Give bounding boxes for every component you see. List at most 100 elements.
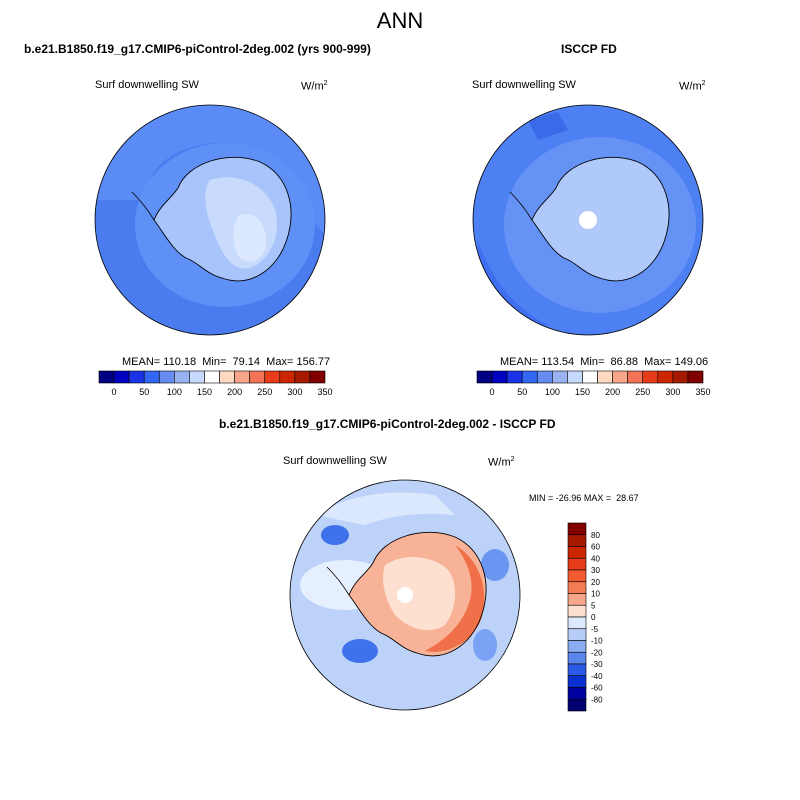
panel1-colorbar-box [113, 370, 130, 384]
panel1-colorbar-box [143, 370, 160, 384]
panel3-colorbar-box [567, 534, 587, 547]
panel2-colorbar-tick: 250 [635, 387, 650, 397]
panel3-units: W/m2 [488, 456, 515, 469]
panel2-dark-patch [528, 112, 568, 140]
panel1-colorbar-tick: 250 [257, 387, 272, 397]
panel1-colorbar-box [158, 370, 175, 384]
panel3-stats: MIN = -26.96 MAX = 28.67 [529, 493, 639, 503]
panel1-colorbar-box [234, 370, 250, 384]
panel3-colorbar-tick: -30 [591, 660, 603, 669]
panel3-colorbar-box [567, 698, 587, 712]
panel3-colorbar-tick: -80 [591, 695, 603, 704]
panel3-colorbar-tick: 60 [591, 543, 600, 552]
panel3-light-band [315, 492, 455, 525]
panel3-map [289, 479, 521, 711]
panel2-colorbar-box [536, 370, 553, 384]
panel2-colorbar-box [582, 370, 598, 384]
panel3-colorbar-tick: -10 [591, 637, 603, 646]
panel2-colorbar-tick: 150 [575, 387, 590, 397]
panel2-colorbar-box [672, 370, 689, 384]
panel3-colorbar: 80 60 40 30 20 10 5 0 -5 -10 -20 -30 -40 -60 -80 [567, 522, 603, 712]
panel2-stats: MEAN= 113.54 Min= 86.88 Max= 149.06 [500, 356, 709, 368]
panel1-title: b.e21.B1850.f19_g17.CMIP6-piControl-2deg… [24, 42, 371, 56]
panel3-colorbar-box [567, 663, 587, 677]
panel2-map-border [472, 104, 704, 336]
panel2-colorbar-box [521, 370, 538, 384]
panel3-blue-patch-sw [342, 639, 378, 663]
panel1-peninsula [131, 191, 155, 221]
panel1-colorbar-tick: 0 [112, 387, 117, 397]
panel1-colorbar-box [189, 370, 205, 384]
panel2-units: W/m2 [679, 80, 706, 93]
panel3-variable: Surf downwelling SW [283, 455, 387, 467]
panel3-colorbar-box [567, 604, 587, 618]
panel1-colorbar-tick: 50 [139, 387, 149, 397]
panel2-colorbar-box [642, 370, 659, 384]
panel3-title: b.e21.B1850.f19_g17.CMIP6-piControl-2deg… [219, 417, 556, 431]
panel3-colorbar-box [567, 628, 587, 641]
panel1-interior-high [233, 214, 267, 262]
panel2-colorbar: 0 50 100 150 200 250 300 350 [476, 370, 711, 397]
panel1-units: W/m2 [301, 80, 328, 93]
panel3-blue-patch-se [473, 629, 497, 661]
panel1-stats: MEAN= 110.18 Min= 79.14 Max= 156.77 [122, 356, 331, 368]
panel3-colorbar-box [567, 640, 587, 653]
panel3-colorbar-box [567, 651, 587, 665]
panel2-colorbar-tick: 200 [605, 387, 620, 397]
panel1-map-border [94, 104, 326, 336]
panel2-colorbar-tick: 300 [665, 387, 680, 397]
panel2-variable: Surf downwelling SW [472, 79, 576, 91]
panel2-continent [532, 157, 669, 281]
panel2-colorbar-tick: 50 [517, 387, 527, 397]
panel2-colorbar-box [597, 370, 613, 384]
panel1-map [94, 104, 326, 336]
panel1-colorbar-box [249, 370, 266, 384]
page-title: ANN [376, 8, 424, 33]
panel3-colorbar-tick: -20 [591, 648, 603, 657]
panel3-pole-hole [397, 587, 413, 603]
panel3-colorbar-tick: 30 [591, 566, 600, 575]
panel3-colorbar-tick: -5 [591, 625, 599, 634]
panel1-band-north [95, 105, 325, 240]
panel2-colorbar-box [491, 370, 508, 384]
panel3-colorbar-tick: 80 [591, 531, 600, 540]
panel2-colorbar-box [687, 370, 704, 384]
panel2-colorbar-tick: 350 [695, 387, 710, 397]
panel3-colorbar-box [567, 557, 587, 571]
panel1-colorbar-tick: 200 [227, 387, 242, 397]
panel1-colorbar-box [219, 370, 235, 384]
panel1-colorbar-box [204, 370, 220, 384]
panel1-colorbar-tick: 300 [287, 387, 302, 397]
panel1-colorbar: 0 50 100 150 200 250 300 350 [98, 370, 333, 397]
panel3-east-coast-strong [425, 545, 485, 652]
panel2-colorbar-box [627, 370, 644, 384]
panel3-blue-patch-e [481, 549, 509, 581]
panel1-colorbar-box [294, 370, 311, 384]
panel1-colorbar-box [98, 370, 115, 384]
panel2-colorbar-box [506, 370, 523, 384]
panel2-colorbar-tick: 100 [545, 387, 560, 397]
panel3-colorbar-tick: -40 [591, 672, 603, 681]
panel1-colorbar-tick: 100 [167, 387, 182, 397]
panel3-blue-patch-nw [321, 525, 349, 545]
panel3-colorbar-box [567, 581, 587, 594]
panel2-coastline [531, 156, 670, 282]
panel1-colorbar-box [309, 370, 326, 384]
panel3-map-border [289, 479, 521, 711]
panel2-colorbar-box [476, 370, 493, 384]
panel1-colorbar-box [264, 370, 281, 384]
panel1-coastline [153, 156, 292, 282]
panel2-colorbar-box [552, 370, 568, 384]
panel2-colorbar-box [612, 370, 628, 384]
panel2-colorbar-tick: 0 [490, 387, 495, 397]
panel3-colorbar-tick: -60 [591, 684, 603, 693]
panel3-colorbar-tick: 5 [591, 601, 596, 610]
panel3-colorbar-tick: 0 [591, 613, 596, 622]
panel3-colorbar-tick: 10 [591, 590, 600, 599]
panel3-colorbar-box [567, 616, 587, 630]
panel3-colorbar-box [567, 593, 587, 606]
panel1-colorbar-tick: 350 [317, 387, 332, 397]
panel3-peninsula [326, 566, 350, 596]
panel2-colorbar-box [567, 370, 583, 384]
panel3-coastline [348, 531, 487, 657]
